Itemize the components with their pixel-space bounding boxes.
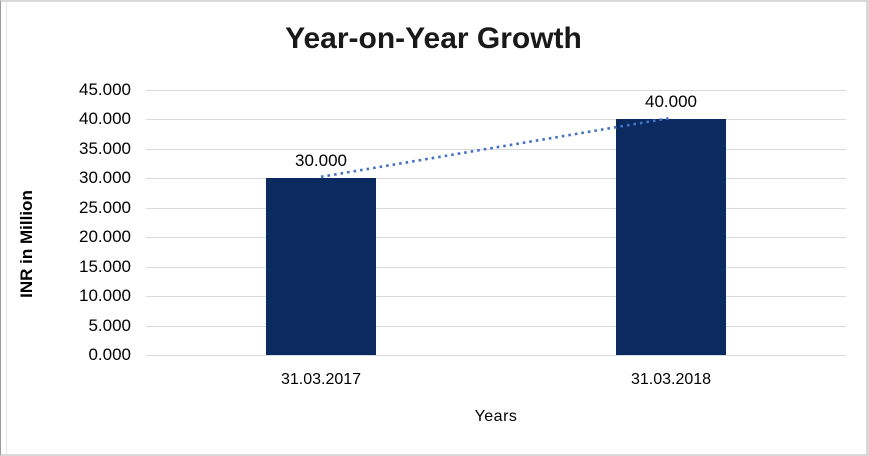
gridline <box>146 149 846 150</box>
gridline <box>146 178 846 179</box>
bar-data-label: 40.000 <box>645 92 697 111</box>
y-axis-tick-label: 40.000 <box>79 109 131 128</box>
gridline <box>146 326 846 327</box>
x-axis-tick-label: 31.03.2017 <box>280 371 362 388</box>
gridline <box>146 119 846 120</box>
y-axis-tick-label: 0.000 <box>88 345 131 364</box>
x-axis-tick-label: 31.03.2018 <box>630 371 712 388</box>
gridline <box>146 90 846 91</box>
plot-area: 30.000 40.000 <box>146 90 846 356</box>
y-axis-tick-label: 5.000 <box>88 316 131 335</box>
x-axis-title: Years <box>474 408 518 425</box>
bar-31.03.2018 <box>616 119 726 355</box>
gridline <box>146 355 846 356</box>
y-axis-tick-label: 25.000 <box>79 198 131 217</box>
trendline-dotted <box>320 116 672 179</box>
y-axis-tick-label: 35.000 <box>79 139 131 158</box>
y-axis-tick-label: 20.000 <box>79 227 131 246</box>
gridline <box>146 237 846 238</box>
bar-data-label: 30.000 <box>295 151 347 170</box>
gridline <box>146 208 846 209</box>
y-axis-tick-label: 15.000 <box>79 257 131 276</box>
y-axis-tick-label: 45.000 <box>79 80 131 99</box>
gridline <box>146 296 846 297</box>
bar-31.03.2017 <box>266 178 376 355</box>
gridline <box>146 267 846 268</box>
y-axis-tick-label: 30.000 <box>79 168 131 187</box>
chart-title: Year-on-Year Growth <box>285 22 582 55</box>
y-axis-tick-label: 10.000 <box>79 286 131 305</box>
